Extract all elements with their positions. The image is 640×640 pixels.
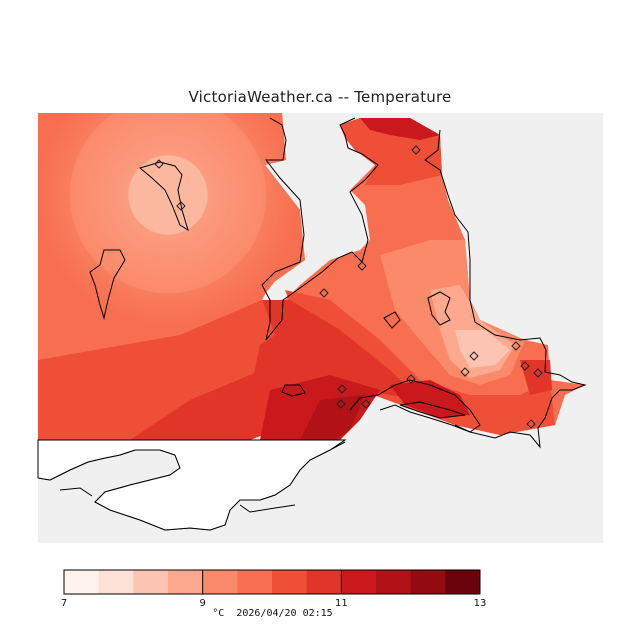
island-small (383, 311, 401, 329)
station-marker[interactable] (460, 367, 470, 377)
legend-swatch (133, 570, 169, 594)
station-marker[interactable] (361, 399, 371, 409)
legend-swatch (202, 570, 238, 594)
station-marker[interactable] (319, 288, 329, 298)
station-marker[interactable] (511, 341, 521, 351)
station-markers (154, 145, 543, 429)
legend-swatch (376, 570, 412, 594)
legend-swatch (64, 570, 100, 594)
island-south (281, 384, 306, 397)
legend-swatch (237, 570, 273, 594)
legend-tick-label: 11 (335, 598, 348, 609)
station-marker[interactable] (526, 419, 536, 429)
station-marker[interactable] (176, 201, 186, 211)
coastline-lower-2 (59, 487, 93, 497)
legend-swatch (341, 570, 377, 594)
legend-tick-label: 7 (61, 598, 67, 609)
legend-tick-label: 9 (199, 598, 205, 609)
station-marker[interactable] (411, 145, 421, 155)
coastline-east (424, 129, 587, 449)
unit-label: °C (212, 608, 225, 619)
station-marker[interactable] (154, 159, 164, 169)
legend-swatch (410, 570, 446, 594)
station-marker[interactable] (336, 399, 346, 409)
legend-swatch (272, 570, 308, 594)
station-marker[interactable] (469, 351, 479, 361)
station-marker[interactable] (406, 374, 416, 384)
legend-swatch (445, 570, 481, 594)
station-marker[interactable] (357, 261, 367, 271)
color-legend: 7 9 11 13 (61, 569, 487, 609)
temperature-field (38, 113, 585, 440)
coastline-main (261, 117, 379, 341)
island-north (138, 161, 189, 232)
station-marker[interactable] (533, 368, 543, 378)
island-mid (427, 291, 451, 326)
peninsula-south (399, 401, 466, 419)
island-west (89, 249, 126, 320)
station-marker[interactable] (337, 384, 347, 394)
map-title: VictoriaWeather.ca -- Temperature (188, 88, 452, 106)
legend-swatch (306, 570, 342, 594)
station-marker[interactable] (520, 361, 530, 371)
legend-caption: °C 2026/04/20 02:15 (0, 608, 545, 619)
coastline-south (349, 379, 481, 433)
legend-tick-label: 13 (474, 598, 487, 609)
coastline-lower-3 (239, 504, 296, 513)
legend-swatch (168, 570, 204, 594)
timestamp: 2026/04/20 02:15 (236, 608, 333, 619)
southern-landmass (37, 439, 347, 531)
legend-swatch (98, 570, 134, 594)
